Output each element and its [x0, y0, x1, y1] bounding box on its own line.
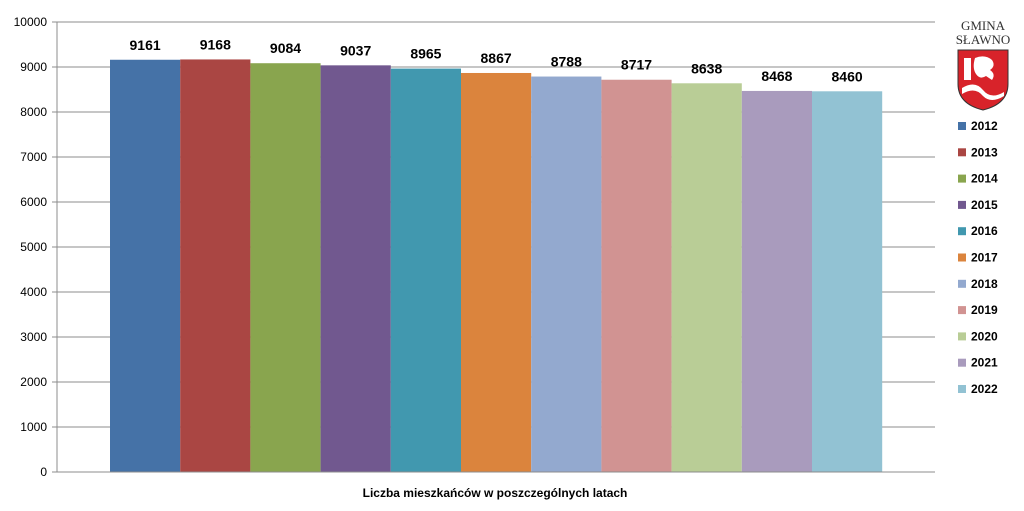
legend-label-2014: 2014 [971, 172, 998, 186]
data-label-2018: 8788 [551, 54, 582, 70]
legend-label-2021: 2021 [971, 356, 998, 370]
legend-swatch-2021 [958, 358, 966, 367]
bar-2012 [110, 59, 181, 472]
bar-2022 [812, 91, 883, 473]
legend-swatch-2014 [958, 174, 966, 183]
legend-swatch-2022 [958, 385, 966, 393]
bars [110, 59, 883, 473]
bar-2016 [390, 68, 461, 472]
y-tick-label: 1000 [20, 420, 47, 434]
data-label-2013: 9168 [200, 36, 231, 52]
legend-swatch-2016 [958, 227, 966, 236]
legend: 2012 2013 2014 2015 2016 2017 2018 2019 2020 2021… [958, 119, 998, 396]
legend-label-2015: 2015 [971, 198, 998, 212]
gmina-logo: GMINA SŁAWNO [956, 18, 1011, 111]
legend-swatch-2012 [958, 122, 966, 130]
data-label-2016: 8965 [410, 46, 441, 62]
bar-2019 [601, 79, 672, 473]
y-tick-label: 7000 [20, 150, 47, 164]
y-tick-label: 10000 [14, 15, 48, 29]
y-tick-label: 2000 [20, 375, 47, 389]
y-tick-label: 9000 [20, 60, 47, 74]
legend-swatch-2018 [958, 279, 966, 288]
bar-2017 [461, 72, 532, 473]
logo-line2: SŁAWNO [956, 32, 1011, 47]
legend-swatch-2013 [958, 148, 966, 157]
x-axis-label: Liczba mieszkańców w poszczególnych lata… [363, 486, 628, 500]
data-label-2021: 8468 [761, 68, 792, 84]
legend-swatch-2020 [958, 332, 966, 341]
legend-label-2018: 2018 [971, 277, 998, 291]
legend-label-2012: 2012 [971, 119, 998, 133]
legend-label-2017: 2017 [971, 251, 998, 265]
legend-swatch-2015 [958, 200, 966, 209]
data-label-2014: 9084 [270, 40, 301, 56]
bar-2015 [320, 65, 391, 473]
bar-2020 [671, 83, 742, 472]
bar-2013 [180, 59, 251, 472]
y-tick-label: 5000 [20, 240, 47, 254]
data-label-2015: 9037 [340, 42, 371, 58]
bar-2014 [250, 63, 321, 472]
legend-label-2022: 2022 [971, 382, 998, 396]
data-label-2020: 8638 [691, 60, 722, 76]
legend-label-2019: 2019 [971, 303, 998, 317]
y-tick-label: 4000 [20, 285, 47, 299]
legend-swatch-2019 [958, 306, 966, 315]
data-label-2022: 8460 [832, 68, 863, 84]
coat-of-arms-icon [957, 49, 1009, 111]
y-tick-label: 8000 [20, 105, 47, 119]
legend-label-2020: 2020 [971, 329, 998, 343]
y-tick-label: 6000 [20, 195, 47, 209]
data-label-2012: 9161 [130, 37, 161, 53]
bar-2018 [531, 76, 602, 472]
data-label-2019: 8717 [621, 57, 652, 73]
y-tick-label: 3000 [20, 330, 47, 344]
data-label-2017: 8867 [481, 50, 512, 66]
bar-2021 [741, 90, 812, 472]
y-tick-label: 0 [40, 465, 47, 479]
data-labels: 9161 9168 9084 9037 8965 8867 8788 8717 8638 8468… [130, 36, 863, 84]
legend-swatch-2017 [958, 253, 966, 262]
logo-line1: GMINA [961, 18, 1006, 33]
legend-label-2016: 2016 [971, 224, 998, 238]
legend-label-2013: 2013 [971, 145, 998, 159]
y-axis-ticks: 0 1000 2000 3000 4000 5000 6000 7000 8000 9000 100… [14, 15, 57, 479]
